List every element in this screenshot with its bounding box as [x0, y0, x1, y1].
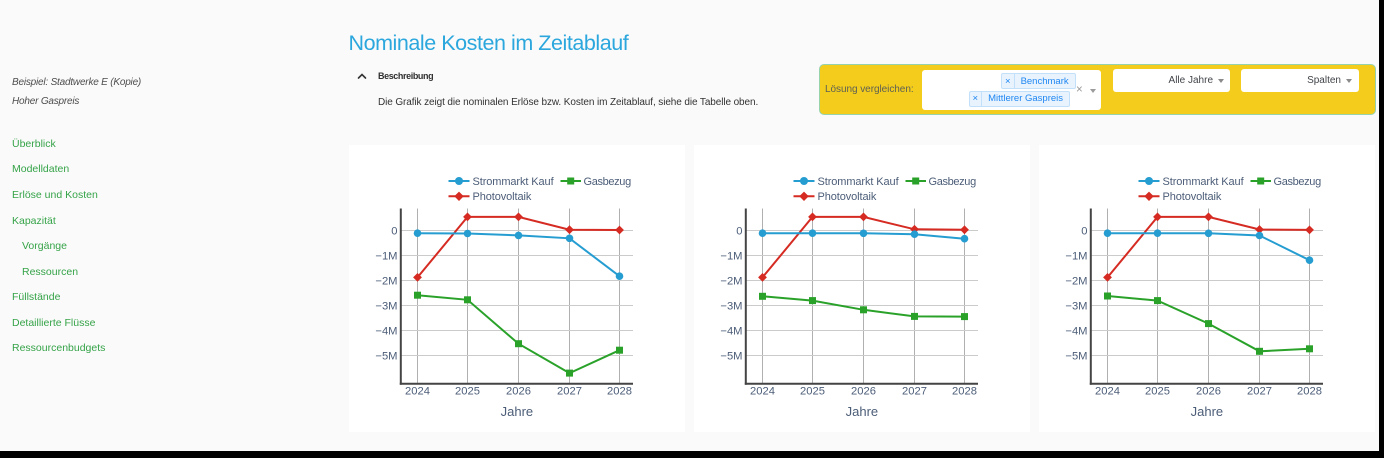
svg-text:−4M: −4M	[720, 325, 742, 337]
svg-text:Jahre: Jahre	[501, 404, 534, 419]
svg-text:0: 0	[391, 225, 397, 237]
svg-text:2025: 2025	[800, 386, 825, 398]
svg-text:−2M: −2M	[375, 275, 397, 287]
svg-text:Photovoltaik: Photovoltaik	[818, 191, 877, 203]
svg-text:Jahre: Jahre	[846, 404, 879, 419]
svg-text:Photovoltaik: Photovoltaik	[473, 191, 532, 203]
svg-text:2025: 2025	[455, 386, 480, 398]
svg-text:−5M: −5M	[375, 350, 397, 362]
svg-text:Strommarkt Kauf: Strommarkt Kauf	[818, 176, 900, 188]
svg-text:2027: 2027	[902, 386, 927, 398]
svg-text:−2M: −2M	[720, 275, 742, 287]
svg-text:−5M: −5M	[720, 350, 742, 362]
svg-text:2024: 2024	[750, 386, 775, 398]
svg-text:2026: 2026	[1196, 386, 1221, 398]
svg-text:2024: 2024	[405, 386, 430, 398]
svg-text:−4M: −4M	[375, 325, 397, 337]
svg-text:Gasbezug: Gasbezug	[584, 176, 632, 188]
svg-text:−1M: −1M	[375, 250, 397, 262]
svg-text:Gasbezug: Gasbezug	[929, 176, 977, 188]
svg-text:0: 0	[1081, 225, 1087, 237]
svg-text:2025: 2025	[1145, 386, 1170, 398]
svg-text:Photovoltaik: Photovoltaik	[1162, 191, 1221, 203]
svg-text:−1M: −1M	[1065, 250, 1087, 262]
svg-text:−3M: −3M	[720, 300, 742, 312]
svg-text:Jahre: Jahre	[1190, 404, 1223, 419]
svg-text:2028: 2028	[952, 386, 977, 398]
svg-text:−3M: −3M	[1065, 300, 1087, 312]
svg-text:2027: 2027	[1247, 386, 1272, 398]
svg-text:−2M: −2M	[1065, 275, 1087, 287]
svg-text:Strommarkt Kauf: Strommarkt Kauf	[1162, 176, 1244, 188]
svg-text:−4M: −4M	[1065, 325, 1087, 337]
svg-text:2027: 2027	[557, 386, 582, 398]
svg-text:Strommarkt Kauf: Strommarkt Kauf	[473, 176, 555, 188]
svg-text:−1M: −1M	[720, 250, 742, 262]
svg-text:−3M: −3M	[375, 300, 397, 312]
svg-text:Gasbezug: Gasbezug	[1273, 176, 1321, 188]
svg-text:0: 0	[736, 225, 742, 237]
svg-text:2028: 2028	[607, 386, 632, 398]
svg-text:−5M: −5M	[1065, 350, 1087, 362]
svg-text:2024: 2024	[1095, 386, 1120, 398]
svg-text:2026: 2026	[851, 386, 876, 398]
svg-text:2028: 2028	[1297, 386, 1322, 398]
svg-text:2026: 2026	[506, 386, 531, 398]
